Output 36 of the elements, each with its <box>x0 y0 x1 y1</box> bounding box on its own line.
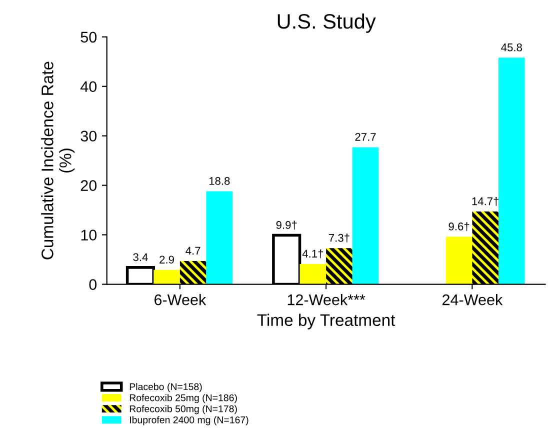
data-label: 9.6† <box>448 222 470 232</box>
x-tick-label: 12-Week*** <box>288 294 366 306</box>
legend-label: Rofecoxib 50mg (N=178) <box>130 405 237 414</box>
bar <box>300 264 326 284</box>
data-label: 9.9† <box>276 220 297 230</box>
x-tick-label: 24-Week <box>442 294 503 306</box>
data-label: 2.9 <box>160 256 174 264</box>
bar <box>206 191 233 284</box>
x-tick-label: 6-Week <box>154 294 206 306</box>
bar <box>498 58 525 284</box>
data-label: 3.4 <box>133 253 148 262</box>
legend-label: Rofecoxib 25mg (N=186) <box>130 394 237 404</box>
bar <box>352 147 379 284</box>
bar <box>326 248 352 284</box>
y-axis-title: Cumulative Incidence Rate (%) <box>41 62 75 260</box>
x-axis-title: Time by Treatment <box>257 314 396 330</box>
data-label: 4.1† <box>302 249 323 258</box>
data-label: 27.7 <box>355 132 376 141</box>
y-tick-label: 10 <box>81 230 97 240</box>
y-tick-label: 40 <box>80 81 97 92</box>
y-tick-label: 0 <box>89 279 97 290</box>
bar <box>446 236 472 284</box>
y-tick-label: 50 <box>80 32 97 43</box>
legend-label: Placebo (N=158) <box>130 383 202 392</box>
legend-label: Ibuprofen 2400 mg (N=167) <box>130 416 248 426</box>
bar <box>472 212 498 284</box>
bar <box>180 261 206 284</box>
y-tick-label: 30 <box>80 130 97 142</box>
chart-title: U.S. Study <box>278 13 376 33</box>
data-label: 18.8 <box>209 177 230 185</box>
data-label: 4.7 <box>186 246 200 255</box>
data-label: 14.7† <box>472 197 499 206</box>
y-tick-label: 20 <box>80 180 97 192</box>
data-label: 45.8 <box>501 43 522 52</box>
bar <box>154 270 180 284</box>
data-label: 7.3† <box>328 234 350 242</box>
